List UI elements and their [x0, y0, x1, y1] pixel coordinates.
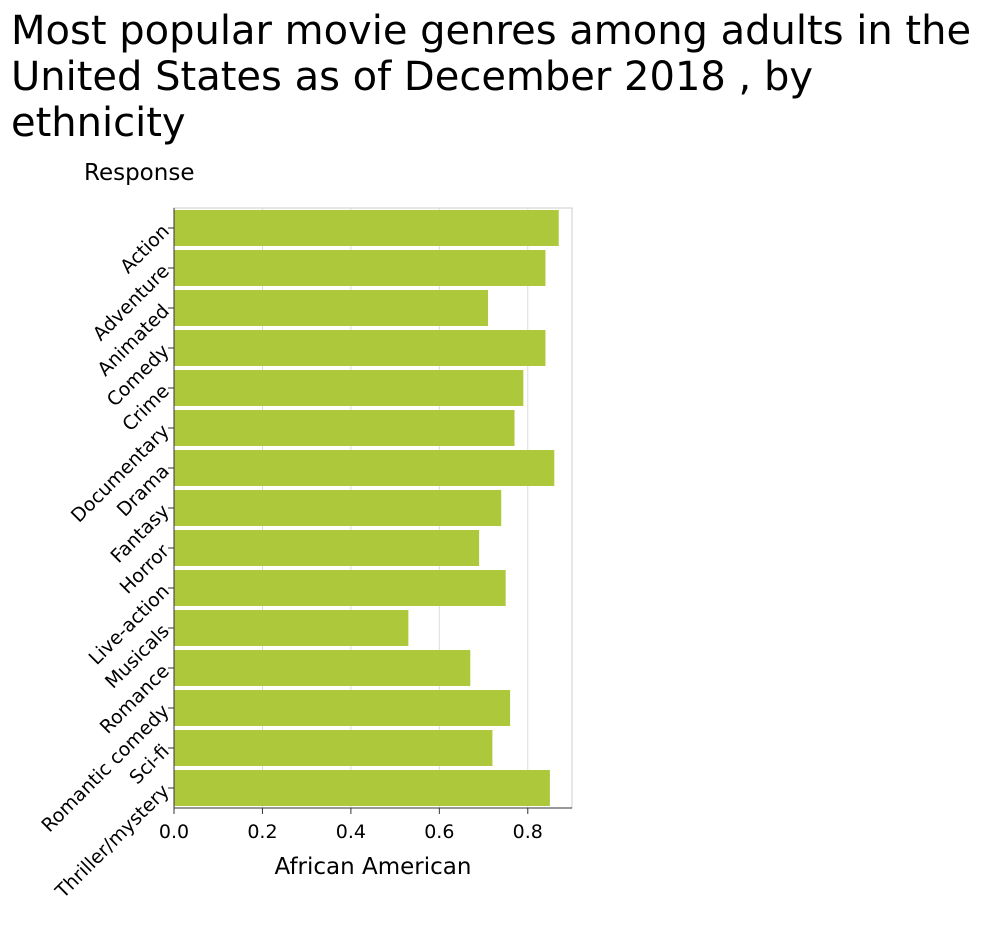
- bar: [174, 210, 559, 246]
- bar: [174, 490, 502, 526]
- bar: [174, 570, 506, 606]
- bar: [174, 770, 550, 806]
- bar: [174, 730, 493, 766]
- bar: [174, 690, 511, 726]
- x-tick-label: 0.0: [159, 821, 189, 843]
- x-tick-label: 0.2: [247, 821, 277, 843]
- x-tick-label: 0.6: [424, 821, 454, 843]
- bar: [174, 650, 471, 686]
- x-tick-label: 0.4: [336, 821, 366, 843]
- y-axis-ticks: ActionAdventureAnimatedComedyCrimeDocume…: [37, 220, 174, 903]
- bars: [174, 210, 559, 806]
- bar: [174, 450, 555, 486]
- bar: [174, 250, 546, 286]
- chart-title: Most popular movie genres among adults i…: [11, 8, 972, 146]
- x-tick-label: 0.8: [513, 821, 543, 843]
- x-axis-ticks: 0.0 0.2 0.4 0.6 0.8: [159, 808, 543, 843]
- y-axis-title: Response: [84, 160, 194, 186]
- bar: [174, 530, 480, 566]
- x-axis-title: African American: [275, 854, 472, 880]
- bar: [174, 410, 515, 446]
- bar: [174, 610, 409, 646]
- bar: [174, 370, 524, 406]
- bar: [174, 290, 488, 326]
- bar: [174, 330, 546, 366]
